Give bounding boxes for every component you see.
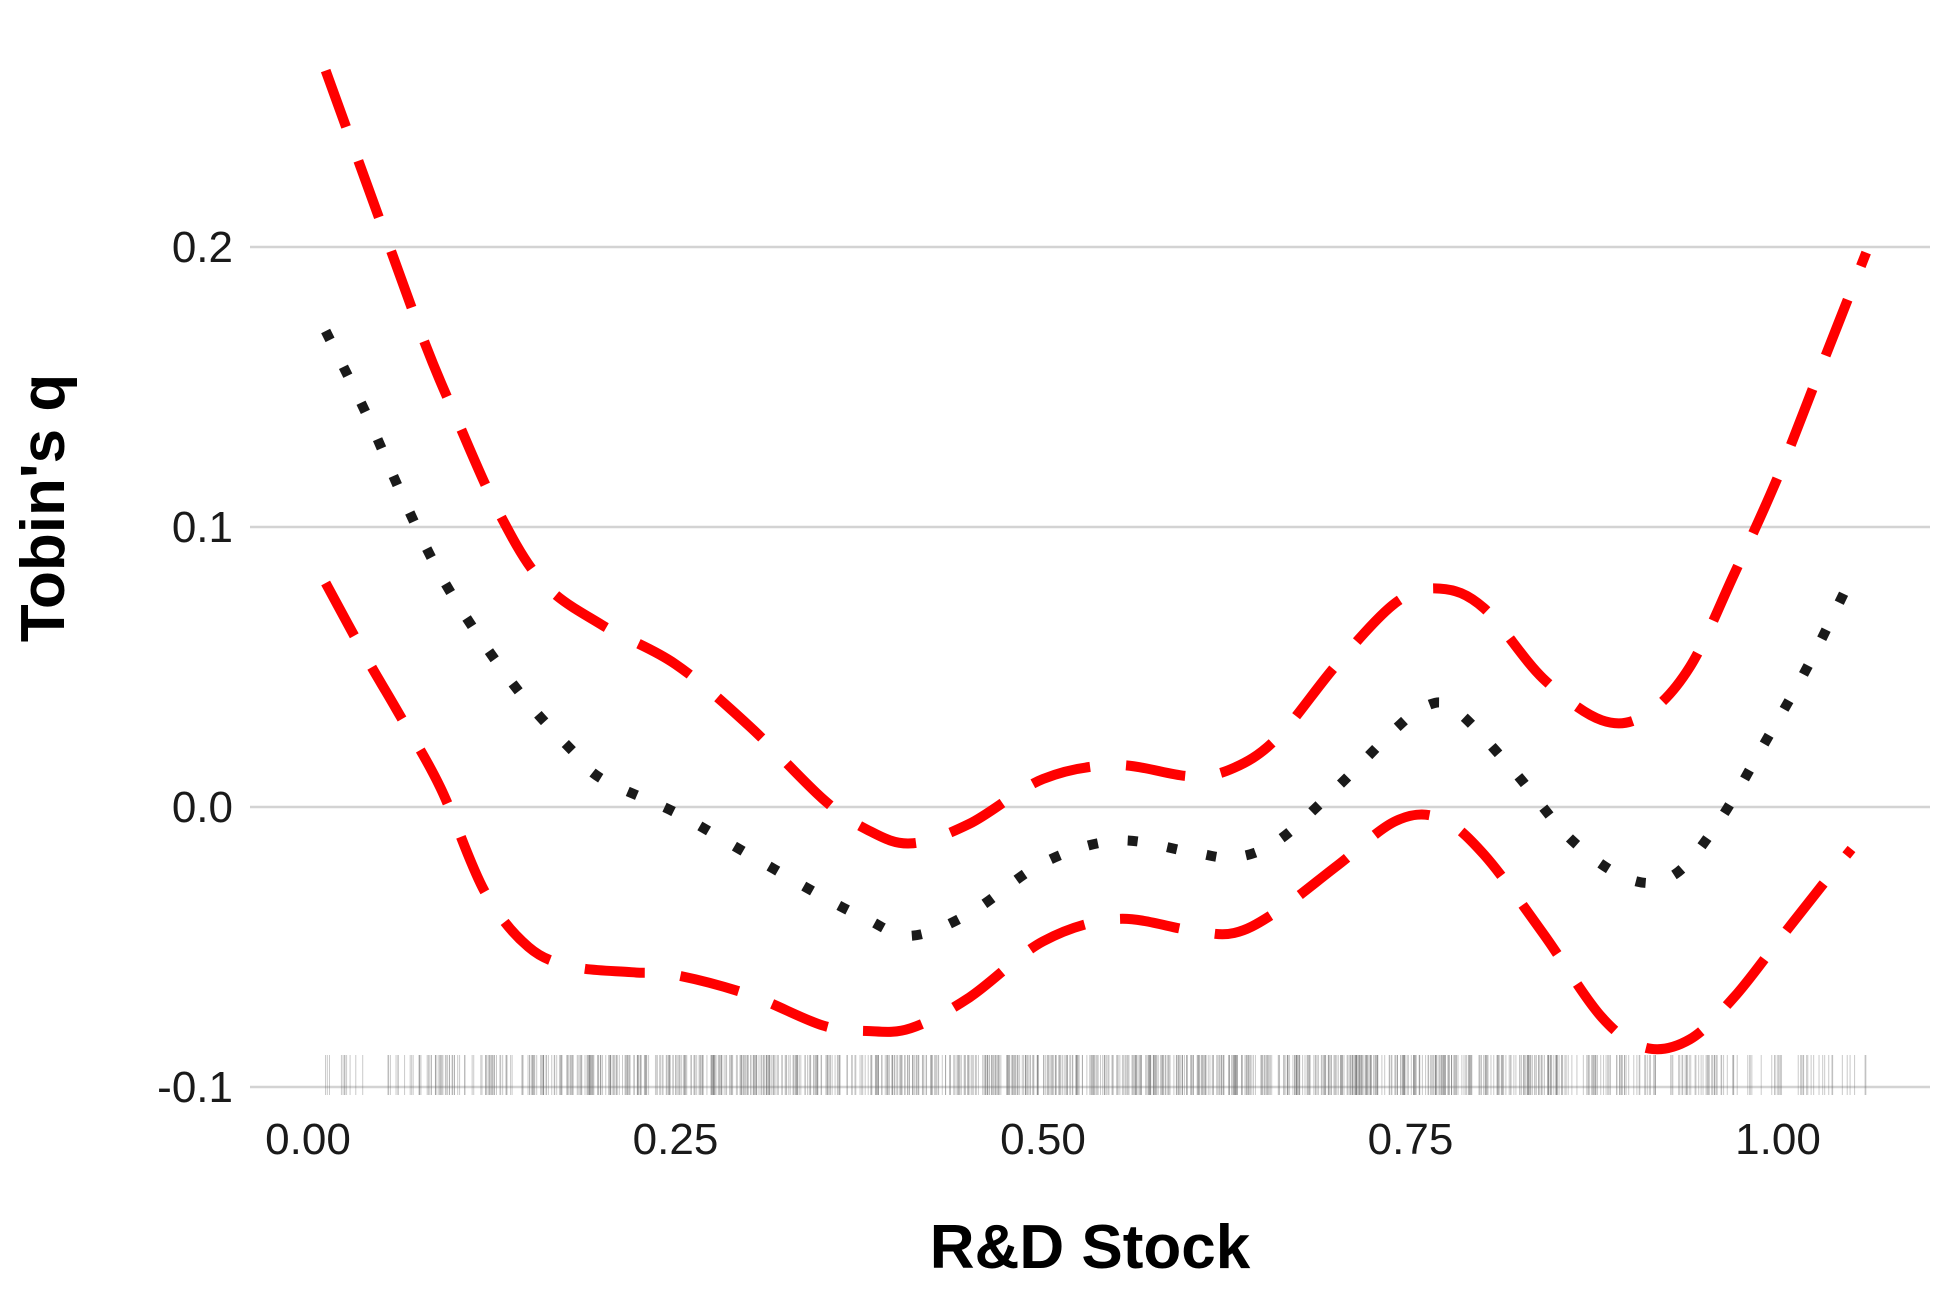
x-tick-label: 0.25 [633,1115,719,1164]
y-axis-tick-labels: -0.1 0.0 0.1 0.2 [157,223,233,1112]
y-tick-label: 0.2 [172,223,233,272]
rug-plot [324,1055,1867,1095]
series-line-lower [321,580,1856,1055]
y-tick-label: 0.0 [172,783,233,832]
x-tick-label: 1.00 [1735,1115,1821,1164]
y-tick-label: -0.1 [157,1063,233,1112]
grid-lines [250,245,1930,1089]
x-tick-label: 0.00 [265,1115,351,1164]
x-axis-tick-labels: 0.00 0.25 0.50 0.75 1.00 [265,1115,1821,1164]
series-lines [320,68,1871,1055]
x-tick-label: 0.75 [1368,1115,1454,1164]
x-axis-title: R&D Stock [930,1213,1251,1282]
x-tick-label: 0.50 [1000,1115,1086,1164]
y-axis-title: Tobin's q [9,374,78,642]
y-tick-label: 0.1 [172,503,233,552]
series-line-upper [320,68,1871,849]
series-line-estimate [321,328,1856,941]
